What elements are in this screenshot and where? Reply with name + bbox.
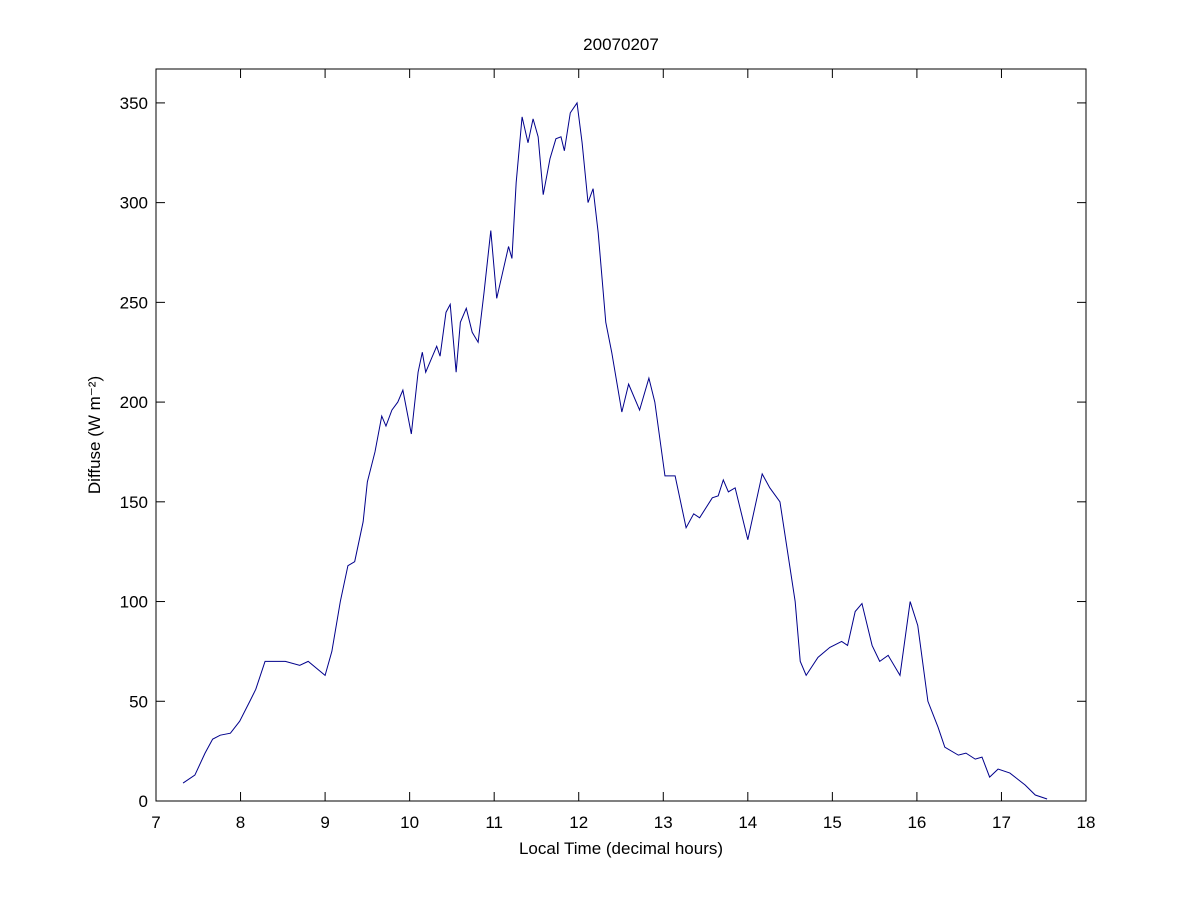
x-tick-label: 9 xyxy=(320,813,329,832)
x-tick-label: 17 xyxy=(992,813,1011,832)
data-line xyxy=(182,101,1048,800)
x-tick-label: 15 xyxy=(823,813,842,832)
y-tick-label: 150 xyxy=(120,493,148,512)
y-tick-label: 50 xyxy=(129,692,148,711)
x-axis-label: Local Time (decimal hours) xyxy=(519,839,723,858)
x-tick-label: 13 xyxy=(654,813,673,832)
x-tick-label: 8 xyxy=(236,813,245,832)
y-tick-label: 0 xyxy=(139,792,148,811)
x-tick-label: 18 xyxy=(1077,813,1096,832)
y-axis-label: Diffuse (W m⁻²) xyxy=(85,376,104,494)
y-tick-label: 250 xyxy=(120,293,148,312)
x-tick-label: 14 xyxy=(738,813,757,832)
x-tick-label: 12 xyxy=(569,813,588,832)
y-tick-label: 100 xyxy=(120,593,148,612)
chart-title: 20070207 xyxy=(583,35,659,54)
y-tick-label: 200 xyxy=(120,393,148,412)
x-tick-label: 11 xyxy=(485,813,503,832)
y-tick-label: 350 xyxy=(120,94,148,113)
x-tick-label: 10 xyxy=(400,813,419,832)
x-tick-label: 7 xyxy=(151,813,160,832)
x-tick-label: 16 xyxy=(907,813,926,832)
plot-frame xyxy=(155,68,1087,802)
y-tick-label: 300 xyxy=(120,194,148,213)
